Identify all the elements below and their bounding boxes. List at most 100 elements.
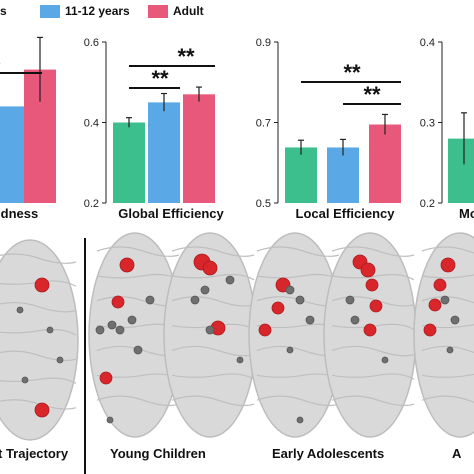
brain-gyrus <box>0 399 77 410</box>
chart-panel: 0.5 0.7 0.9 **** Local Efficiency <box>256 37 401 221</box>
bar <box>448 138 474 203</box>
brain-gyrus <box>0 253 77 264</box>
brain-gyrus <box>421 246 474 254</box>
y-tick-label: 0.4 <box>420 37 435 49</box>
node-gray <box>46 326 54 334</box>
node-gray <box>236 356 244 364</box>
chart-panel: 0.2 0.3 0.4 Mo <box>420 37 474 221</box>
brain-gyrus <box>0 350 77 362</box>
brain-gyrus <box>171 395 255 407</box>
legend-label: s <box>0 4 7 18</box>
brain-renders <box>0 232 474 441</box>
legend: s 11-12 years Adult <box>0 4 474 24</box>
brain-hemisphere <box>0 239 79 441</box>
brain-gyrus <box>421 345 474 353</box>
brain-gyrus <box>0 301 77 313</box>
chart-title: Mo <box>459 206 474 221</box>
node-gray <box>145 295 155 305</box>
legend-swatch <box>40 4 60 18</box>
hub-node-red <box>258 323 272 337</box>
node-gray <box>345 295 355 305</box>
brain-gyrus <box>331 373 415 380</box>
legend-item-adult: Adult <box>148 4 204 18</box>
bar <box>327 147 359 203</box>
brain-gyrus <box>256 395 340 407</box>
chart-panel: * rldness <box>0 36 56 221</box>
node-gray <box>115 325 125 335</box>
y-tick-label: 0.9 <box>256 37 271 49</box>
hub-node-red <box>34 277 50 293</box>
y-tick-label: 0.3 <box>420 118 435 130</box>
bar <box>148 102 180 203</box>
legend-label: 11-12 years <box>65 4 130 18</box>
brain-gyrus <box>256 246 340 257</box>
node-gray <box>446 346 454 354</box>
panel-divider <box>84 238 86 474</box>
brain-gyrus <box>421 274 474 279</box>
hub-node-red <box>365 278 379 292</box>
brain-gyrus <box>0 328 77 336</box>
y-tick-label: 0.7 <box>256 118 271 130</box>
hub-node-red <box>271 301 285 315</box>
brain-gyrus <box>421 395 474 403</box>
brain-label-trajectory: t Trajectory <box>0 446 69 461</box>
node-gray <box>205 325 215 335</box>
legend-label: Adult <box>173 4 204 18</box>
hub-node-red <box>363 323 377 337</box>
brain-gyrus <box>331 246 415 257</box>
hub-node-red <box>111 295 125 309</box>
brain-gyrus <box>171 296 255 307</box>
node-gray <box>305 315 315 325</box>
node-gray <box>16 306 24 314</box>
brain-gyrus <box>331 395 415 407</box>
brain-gyrus <box>331 323 415 331</box>
hub-node-red <box>423 323 437 337</box>
brain-gyrus <box>96 273 180 281</box>
significance-label: ** <box>177 44 195 69</box>
brain-label-adult: A <box>452 446 462 461</box>
node-gray <box>285 285 295 295</box>
significance-label: ** <box>343 60 361 85</box>
brain-gyrus <box>171 373 255 380</box>
bar <box>183 94 215 203</box>
legend-item-group1-fragment: s <box>0 4 7 18</box>
node-gray <box>190 295 200 305</box>
node-gray <box>286 346 294 354</box>
y-tick-label: 0.2 <box>84 198 99 210</box>
hub-node-red <box>34 402 50 418</box>
node-gray <box>381 356 389 364</box>
y-tick-label: 0.2 <box>420 198 435 210</box>
node-gray <box>440 295 450 305</box>
brain-gyrus <box>256 273 340 281</box>
brain-gyrus <box>0 377 77 384</box>
node-gray <box>296 416 304 424</box>
hub-node-red <box>360 262 376 278</box>
significance-label: ** <box>151 66 169 91</box>
bar-charts: *rldness0.20.40.6****Global Efficiency0.… <box>0 36 474 221</box>
brain-gyrus <box>421 296 474 304</box>
chart-title: Local Efficiency <box>296 206 396 221</box>
legend-item-11-12-years: 11-12 years <box>40 4 130 18</box>
node-gray <box>21 376 29 384</box>
y-tick-label: 0.5 <box>256 198 271 210</box>
chart-title: rldness <box>0 206 38 221</box>
hub-node-red <box>428 298 442 312</box>
significance-label: ** <box>363 82 381 107</box>
brain-label-young-children: Young Children <box>110 446 206 461</box>
node-gray <box>225 275 235 285</box>
hub-node-red <box>202 260 218 276</box>
hub-node-red <box>440 257 456 273</box>
chart-title: Global Efficiency <box>118 206 224 221</box>
brain-gyrus <box>171 273 255 281</box>
node-gray <box>95 325 105 335</box>
node-gray <box>106 416 114 424</box>
chart-panel: 0.2 0.4 0.6 ** ** Global Efficiency <box>84 37 225 221</box>
node-gray <box>107 320 117 330</box>
node-gray <box>127 315 137 325</box>
hub-node-red <box>99 371 113 385</box>
node-gray <box>350 315 360 325</box>
brain-gyrus <box>421 373 474 378</box>
node-gray <box>200 285 210 295</box>
bar <box>0 106 26 203</box>
node-gray <box>450 315 460 325</box>
